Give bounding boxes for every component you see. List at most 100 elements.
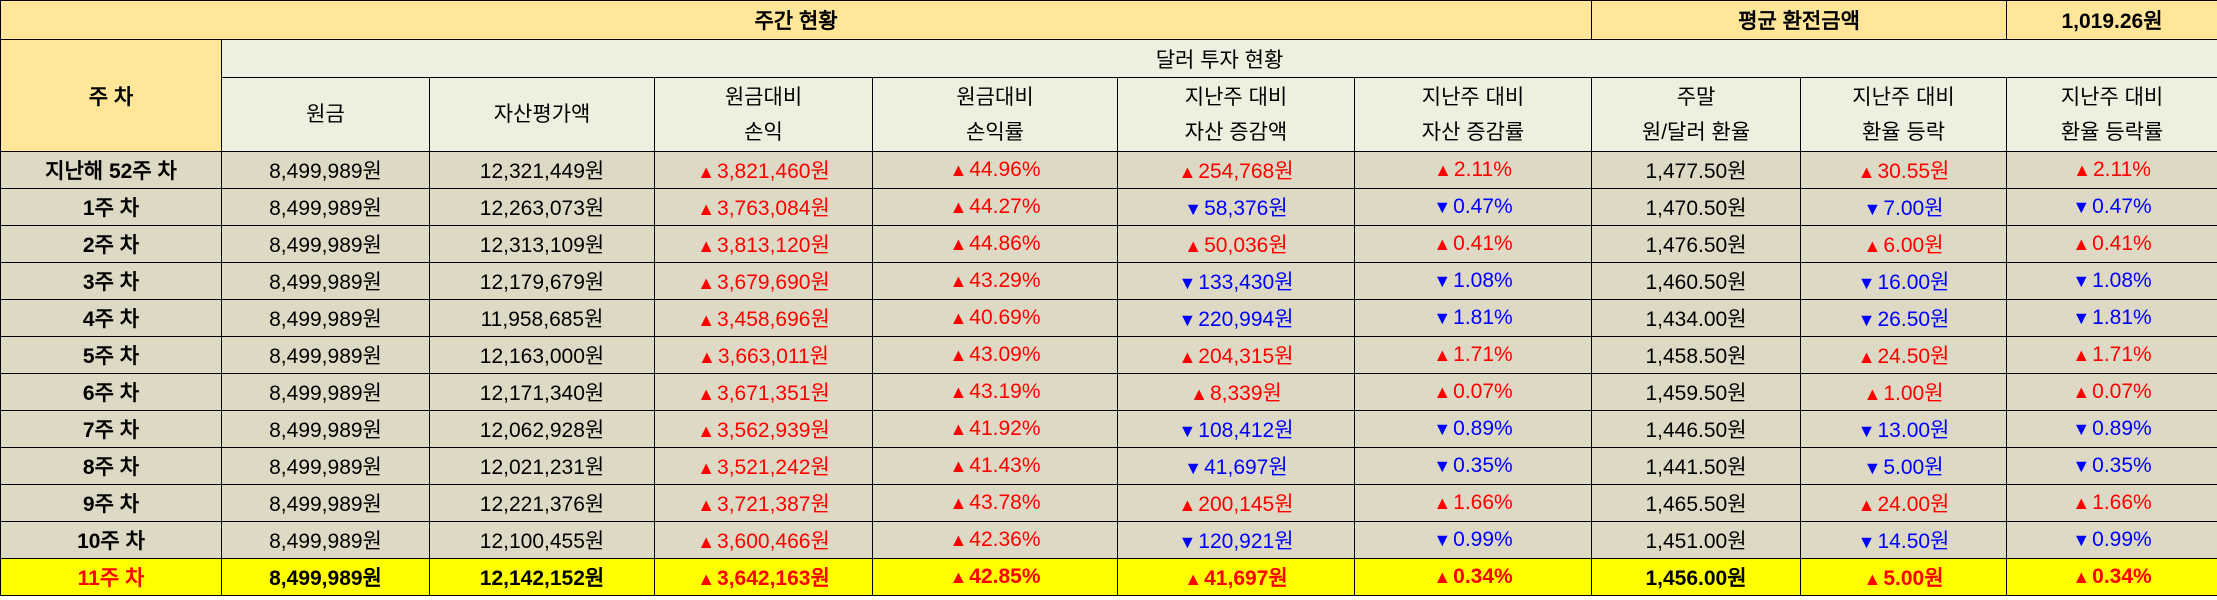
fx-chg-rate-cell: ▼0.99% (2006, 521, 2217, 559)
fx-chg-value: 24.50원 (1877, 345, 1950, 368)
asset-cell: 12,021,231원 (429, 447, 655, 485)
asset-chg-rate-cell: ▼1.08% (1353, 262, 1593, 300)
table-row: 지난해 52주 차 8,499,989원 12,321,449원 ▲3,821,460… (0, 151, 2217, 189)
week-column-header: 주 차 (0, 39, 222, 152)
table-row: 1주 차 8,499,989원 12,263,073원 ▲3,763,084원 ▲44.… (0, 188, 2217, 226)
down-triangle-icon: ▼ (1433, 456, 1452, 476)
up-triangle-icon: ▲ (2072, 382, 2091, 402)
fx-chg-value: 26.50원 (1877, 308, 1950, 331)
asset-chg-value: 41,697원 (1204, 567, 1288, 590)
asset-chg-cell: ▲200,145원 (1117, 484, 1355, 522)
column-header-line2: 환율 등락 (1861, 120, 1946, 144)
principal-cell: 8,499,989원 (221, 188, 430, 226)
asset-chg-cell: ▲204,315원 (1117, 336, 1355, 374)
pl-value: 3,663,011원 (717, 345, 829, 368)
fx-chg-rate-value: 2.11% (2092, 158, 2151, 181)
fx-chg-rate-cell: ▼0.47% (2006, 188, 2217, 226)
down-triangle-icon: ▼ (1178, 532, 1197, 552)
up-triangle-icon: ▲ (1433, 382, 1452, 402)
asset-chg-rate-value: 0.07% (1453, 380, 1513, 403)
asset-chg-rate-value: 1.66% (1453, 491, 1513, 514)
up-triangle-icon: ▲ (949, 160, 968, 180)
up-triangle-icon: ▲ (697, 458, 716, 478)
asset-cell: 12,221,376원 (429, 484, 655, 522)
fx-chg-cell: ▼16.00원 (1800, 262, 2008, 300)
asset-chg-rate-cell: ▲0.34% (1353, 558, 1593, 596)
pl-rate-value: 44.27% (969, 195, 1041, 218)
up-triangle-icon: ▲ (697, 162, 716, 182)
asset-chg-rate-cell: ▼1.81% (1353, 299, 1593, 337)
column-header: 원금 (221, 77, 430, 152)
pl-value: 3,562,939원 (717, 419, 830, 442)
up-triangle-icon: ▲ (949, 530, 968, 550)
pl-cell: ▲3,642,163원 (654, 558, 873, 596)
pl-cell: ▲3,663,011원 (654, 336, 873, 374)
pl-rate-cell: ▲44.27% (872, 188, 1118, 226)
pl-rate-value: 43.29% (969, 269, 1041, 292)
down-triangle-icon: ▼ (1857, 532, 1876, 552)
fx-chg-rate-cell: ▲0.07% (2006, 373, 2217, 411)
up-triangle-icon: ▲ (1184, 569, 1203, 589)
column-header: 원금대비 손익률 (872, 77, 1118, 152)
pl-rate-value: 43.19% (969, 380, 1041, 403)
principal-cell: 8,499,989원 (221, 336, 430, 374)
column-header-line2: 자산 증감액 (1184, 120, 1288, 144)
fx-chg-value: 30.55원 (1877, 160, 1950, 183)
pl-rate-cell: ▲44.86% (872, 225, 1118, 263)
pl-rate-cell: ▲43.78% (872, 484, 1118, 522)
down-triangle-icon: ▼ (1863, 199, 1882, 219)
pl-rate-value: 43.78% (969, 491, 1041, 514)
column-header-line1: 지난주 대비 (1184, 85, 1288, 109)
up-triangle-icon: ▲ (1178, 347, 1197, 367)
pl-value: 3,671,351원 (717, 382, 830, 405)
up-triangle-icon: ▲ (1433, 345, 1452, 365)
fx-chg-rate-cell: ▼0.89% (2006, 410, 2217, 448)
fx-chg-value: 24.00원 (1877, 493, 1950, 516)
fx-cell: 1,446.50원 (1591, 410, 1802, 448)
asset-cell: 12,062,928원 (429, 410, 655, 448)
fx-chg-cell: ▼7.00원 (1800, 188, 2008, 226)
pl-value: 3,458,696원 (717, 308, 830, 331)
pl-rate-value: 43.09% (969, 343, 1041, 366)
asset-chg-rate-value: 1.71% (1453, 343, 1513, 366)
up-triangle-icon: ▲ (949, 234, 968, 254)
fx-cell: 1,476.50원 (1591, 225, 1802, 263)
asset-chg-rate-value: 0.89% (1453, 417, 1513, 440)
pl-rate-cell: ▲40.69% (872, 299, 1118, 337)
asset-chg-rate-cell: ▲0.41% (1353, 225, 1593, 263)
down-triangle-icon: ▼ (1184, 458, 1203, 478)
pl-cell: ▲3,562,939원 (654, 410, 873, 448)
asset-chg-cell: ▲8,339원 (1117, 373, 1355, 411)
down-triangle-icon: ▼ (1178, 273, 1197, 293)
up-triangle-icon: ▲ (1863, 236, 1882, 256)
column-header-line1: 원금 (306, 103, 345, 126)
fx-chg-rate-cell: ▼0.35% (2006, 447, 2217, 485)
asset-chg-cell: ▲41,697원 (1117, 558, 1355, 596)
fx-chg-value: 5.00원 (1883, 567, 1944, 590)
asset-chg-rate-value: 0.34% (1453, 565, 1513, 588)
fx-cell: 1,470.50원 (1591, 188, 1802, 226)
up-triangle-icon: ▲ (2073, 160, 2091, 180)
fx-chg-cell: ▲24.50원 (1800, 336, 2008, 374)
column-header-line1: 지난주 대비 (2060, 85, 2164, 109)
asset-cell: 12,142,152원 (429, 558, 655, 596)
week-label: 11주 차 (0, 558, 222, 596)
week-label: 7주 차 (0, 410, 222, 448)
fx-chg-cell: ▼13.00원 (1800, 410, 2008, 448)
fx-cell: 1,477.50원 (1591, 151, 1802, 189)
up-triangle-icon: ▲ (697, 236, 716, 256)
down-triangle-icon: ▼ (2072, 271, 2091, 291)
asset-chg-value: 120,921원 (1198, 530, 1294, 553)
down-triangle-icon: ▼ (1178, 421, 1197, 441)
pl-cell: ▲3,679,690원 (654, 262, 873, 300)
up-triangle-icon: ▲ (1433, 567, 1452, 587)
asset-cell: 12,163,000원 (429, 336, 655, 374)
fx-chg-rate-cell: ▲0.41% (2006, 225, 2217, 263)
weekly-status-header: 주간 현황 (0, 0, 1593, 40)
fx-chg-rate-value: 0.41% (2092, 232, 2152, 255)
week-label: 9주 차 (0, 484, 222, 522)
pl-cell: ▲3,821,460원 (654, 151, 873, 189)
up-triangle-icon: ▲ (949, 308, 968, 328)
fx-chg-rate-cell: ▲2.11% (2006, 151, 2217, 189)
asset-chg-cell: ▼41,697원 (1117, 447, 1355, 485)
